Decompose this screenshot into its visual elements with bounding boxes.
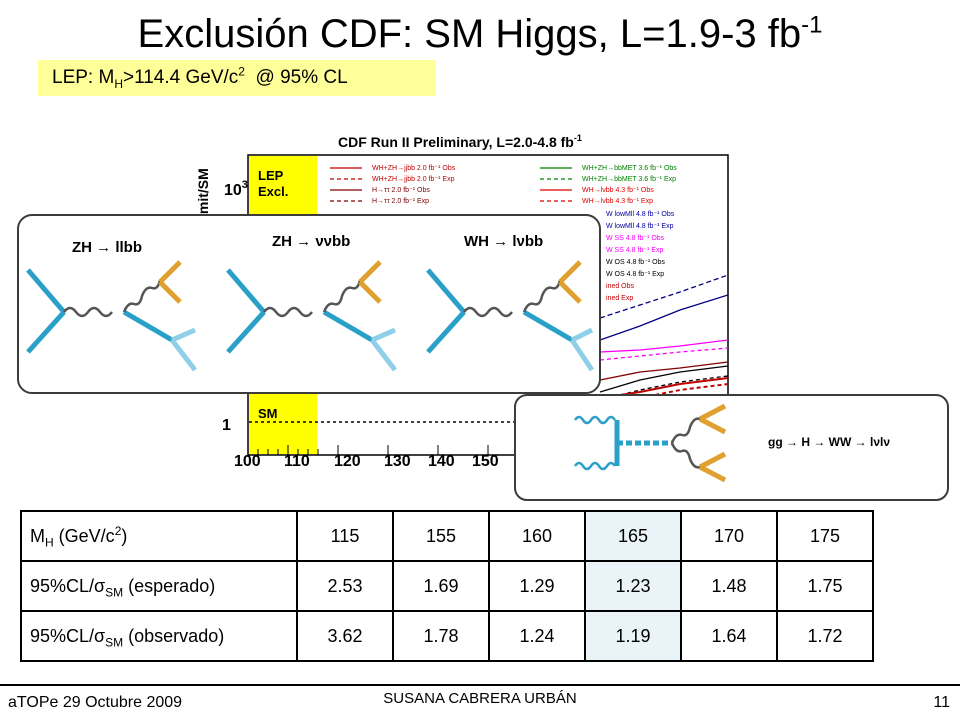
table-cell-highlight: 165 xyxy=(584,510,682,562)
table-row-expected: 95%CL/σSM (esperado) 2.53 1.69 1.29 1.23… xyxy=(20,560,874,612)
slide-title-text: Exclusión CDF: SM Higgs, L=1.9-3 fb xyxy=(137,12,802,56)
lep-suffix: @ 95% CL xyxy=(244,67,348,88)
feynman-diagram-zh-llbb xyxy=(26,260,197,372)
lep-limit-box: LEP: MH>114.4 GeV/c2 @ 95% CL xyxy=(38,60,436,96)
legend-more: W lowMll 4.8 fb⁻¹ Obs W lowMll 4.8 fb⁻¹ … xyxy=(606,211,675,302)
table-row-observed: 95%CL/σSM (observado) 3.62 1.78 1.24 1.1… xyxy=(20,610,874,662)
lep-band-label: LEP xyxy=(258,168,284,183)
table-cell: 1.69 xyxy=(392,560,490,612)
table-cell: 1.64 xyxy=(680,610,778,662)
table-cell: 1.29 xyxy=(488,560,586,612)
table-cell-highlight: 1.19 xyxy=(584,610,682,662)
limit-curves xyxy=(599,274,728,405)
x-tick: 110 xyxy=(284,453,310,470)
observed-header-cell: 95%CL/σSM (observado) xyxy=(20,610,298,662)
table-cell: 160 xyxy=(488,510,586,562)
legend-item: WH→lνbb 4.3 fb⁻¹ Obs xyxy=(582,187,654,194)
legend-item: H→ττ 2.0 fb⁻¹ Obs xyxy=(372,187,430,194)
table-cell: 2.53 xyxy=(296,560,394,612)
table-row-mass: MH (GeV/c2) 115 155 160 165 170 175 xyxy=(20,510,874,562)
plot-ylabel: imit/SM xyxy=(195,168,211,218)
legend-item: WH+ZH→bbMET 3.6 fb⁻¹ Obs xyxy=(582,165,677,172)
legend-item: W SS 4.8 fb⁻¹ Exp xyxy=(606,247,663,254)
x-tick: 120 xyxy=(334,453,361,470)
legend-item: WH+ZH→jjbb 2.0 fb⁻¹ Exp xyxy=(372,176,455,183)
page-number: 11 xyxy=(933,694,950,711)
limit-plot-figure: CDF Run II Preliminary, L=2.0-4.8 fb-1 i… xyxy=(17,133,949,501)
footer-event: aTOPe 29 Octubre 2009 xyxy=(8,694,183,711)
table-cell: 170 xyxy=(680,510,778,562)
table-cell: 1.72 xyxy=(776,610,874,662)
lep-sup: 2 xyxy=(238,64,245,79)
footer-author: SUSANA CABRERA URBÁN xyxy=(383,690,577,707)
feynman-panel-gg-ww: gg → H → WW → lνlν xyxy=(514,394,949,501)
feynman-diagram-wh-lvbb xyxy=(426,260,595,372)
y-tick-1000: 103 xyxy=(224,179,248,199)
diagram-label-zh-vvbb: ZH → ννbb xyxy=(272,233,350,250)
x-tick: 150 xyxy=(472,453,499,470)
feynman-panel-zh-wh: ZH → llbb ZH → ννbb WH → lνbb xyxy=(17,214,601,394)
legend-item: W OS 4.8 fb⁻¹ Obs xyxy=(606,259,665,266)
legend-right: WH+ZH→bbMET 3.6 fb⁻¹ Obs WH+ZH→bbMET 3.6… xyxy=(540,165,677,205)
table-cell-highlight: 1.23 xyxy=(584,560,682,612)
lep-sub: H xyxy=(114,76,123,91)
lep-prefix: LEP: M xyxy=(52,67,115,88)
footer-divider xyxy=(0,684,960,686)
sm-label: SM xyxy=(258,406,278,421)
diagram-label-gg-ww: gg → H → WW → lνlν xyxy=(768,435,890,449)
table-cell: 175 xyxy=(776,510,874,562)
lep-middle: >114.4 GeV/c xyxy=(122,67,239,88)
legend-item: ined Obs xyxy=(606,283,635,290)
legend-item: WH+ZH→bbMET 3.6 fb⁻¹ Exp xyxy=(582,176,676,183)
legend-item: W SS 4.8 fb⁻¹ Obs xyxy=(606,235,665,242)
legend-item: W lowMll 4.8 fb⁻¹ Obs xyxy=(606,211,675,218)
table-cell: 1.24 xyxy=(488,610,586,662)
legend-left: WH+ZH→jjbb 2.0 fb⁻¹ Obs WH+ZH→jjbb 2.0 f… xyxy=(330,165,456,205)
table-cell: 3.62 xyxy=(296,610,394,662)
mass-header-cell: MH (GeV/c2) xyxy=(20,510,298,562)
diagram-label-wh-lvbb: WH → lνbb xyxy=(464,233,543,250)
limits-table: MH (GeV/c2) 115 155 160 165 170 175 95%C… xyxy=(20,510,874,662)
plot-title: CDF Run II Preliminary, L=2.0-4.8 fb-1 xyxy=(338,133,582,150)
x-axis-ticks: 100 110 120 130 140 150 xyxy=(234,453,499,470)
legend-item: ined Exp xyxy=(606,295,633,302)
lep-band-label-excl: Excl. xyxy=(258,184,288,199)
y-tick-1: 1 xyxy=(222,417,231,434)
legend-item: W lowMll 4.8 fb⁻¹ Exp xyxy=(606,223,674,230)
slide-title: Exclusión CDF: SM Higgs, L=1.9-3 fb-1 xyxy=(0,10,960,58)
x-minor-ticks xyxy=(257,445,489,455)
table-cell: 1.78 xyxy=(392,610,490,662)
legend-item: WH→lνbb 4.3 fb⁻¹ Exp xyxy=(582,198,653,205)
slide-title-sup: -1 xyxy=(801,11,823,39)
legend-item: H→ττ 2.0 fb⁻¹ Exp xyxy=(372,198,429,205)
table-cell: 155 xyxy=(392,510,490,562)
x-tick: 140 xyxy=(428,453,455,470)
table-cell: 1.48 xyxy=(680,560,778,612)
expected-header-cell: 95%CL/σSM (esperado) xyxy=(20,560,298,612)
feynman-diagram-zh-vvbb xyxy=(226,260,397,372)
legend-item: W OS 4.8 fb⁻¹ Exp xyxy=(606,271,664,278)
legend-item: WH+ZH→jjbb 2.0 fb⁻¹ Obs xyxy=(372,165,456,172)
diagram-label-zh-llbb: ZH → llbb xyxy=(72,239,142,256)
x-tick: 130 xyxy=(384,453,411,470)
table-cell: 115 xyxy=(296,510,394,562)
x-tick: 100 xyxy=(234,453,261,470)
table-cell: 1.75 xyxy=(776,560,874,612)
